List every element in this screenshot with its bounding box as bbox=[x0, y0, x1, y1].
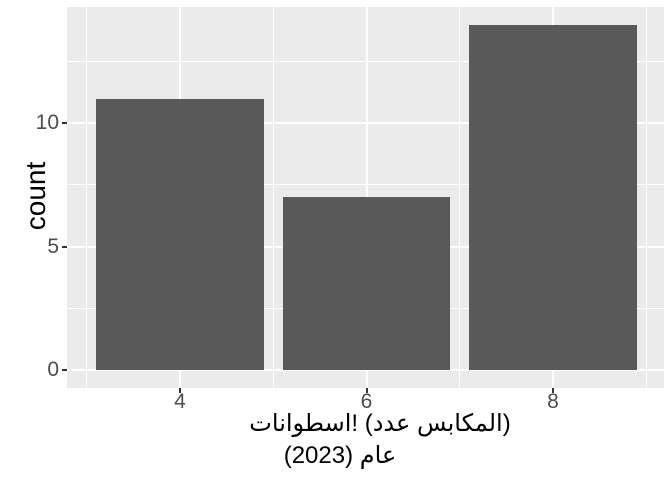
bar bbox=[96, 98, 264, 370]
gridline-minor-x bbox=[86, 7, 88, 388]
gridline-minor-y bbox=[67, 184, 664, 186]
bar bbox=[469, 24, 637, 370]
x-tick-label: 4 bbox=[174, 389, 186, 413]
x-tick bbox=[365, 387, 368, 393]
bar bbox=[282, 197, 451, 370]
y-tick-label: 5 bbox=[47, 234, 59, 258]
x-axis-title-line-1: اسطوانات‎! (عدد‎ المكابس‎) bbox=[249, 410, 511, 437]
gridline-minor-x bbox=[645, 7, 647, 388]
gridline-minor-y bbox=[67, 61, 664, 63]
panel bbox=[67, 7, 664, 388]
x-tick-label: 8 bbox=[547, 389, 559, 413]
x-axis-title-line-2: (2023)‎ عام bbox=[283, 442, 397, 469]
x-tick bbox=[179, 387, 182, 393]
y-tick-label: 0 bbox=[47, 358, 59, 381]
x-tick bbox=[552, 387, 555, 393]
y-tick bbox=[62, 245, 67, 248]
gridline-major-y bbox=[67, 122, 664, 125]
y-tick bbox=[62, 369, 67, 371]
y-tick bbox=[62, 122, 67, 125]
gridline-minor-x bbox=[459, 7, 461, 388]
gridline-major-x bbox=[365, 7, 368, 388]
gridline-major-y bbox=[67, 369, 664, 371]
y-tick-label: 10 bbox=[35, 111, 59, 135]
gridline-minor-x bbox=[272, 7, 274, 388]
x-tick-label: 6 bbox=[360, 389, 373, 413]
